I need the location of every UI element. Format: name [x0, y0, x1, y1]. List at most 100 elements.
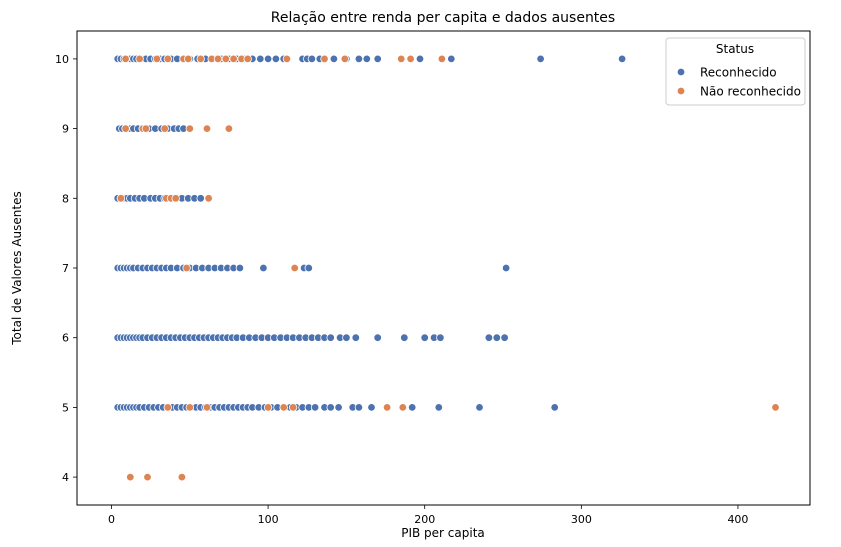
data-point-series-0-98: [235, 263, 245, 273]
data-point-series-1-12: [243, 54, 252, 64]
data-point-series-0-208: [475, 403, 484, 412]
data-point-series-0-36: [362, 54, 371, 64]
data-point-series-1-22: [160, 124, 169, 133]
data-point-series-1-14: [320, 54, 329, 64]
data-point-series-0-209: [550, 403, 559, 412]
data-point-series-1-0: [121, 54, 130, 64]
data-point-series-0-146: [326, 333, 335, 342]
legend: Status Reconhecido Não reconhecido: [665, 37, 806, 106]
data-point-series-1-21: [141, 124, 151, 133]
data-point-series-1-40: [398, 403, 407, 412]
y-tick-label-1: 5: [62, 401, 69, 414]
data-point-series-0-73: [196, 194, 205, 203]
data-point-series-0-39: [447, 54, 456, 64]
data-point-series-1-24: [202, 124, 212, 133]
data-point-series-0-33: [329, 54, 339, 64]
data-point-series-0-154: [436, 333, 445, 342]
x-tick-label-3: 300: [571, 513, 592, 526]
data-point-series-0-150: [373, 333, 382, 342]
y-axis-label: Total de Valores Ausentes: [10, 191, 24, 345]
data-point-series-0-152: [420, 333, 429, 342]
data-point-series-1-32: [290, 263, 299, 273]
data-point-series-1-42: [126, 472, 135, 482]
x-tick-label-2: 200: [414, 513, 435, 526]
data-point-series-1-15: [340, 54, 349, 64]
x-tick-label-4: 400: [727, 513, 748, 526]
data-point-series-0-27: [271, 54, 281, 64]
x-axis-label: PIB per capita: [401, 526, 485, 540]
data-point-series-1-30: [204, 194, 213, 203]
data-point-series-1-5: [183, 54, 193, 64]
data-point-series-1-23: [185, 124, 194, 133]
legend-marker-nao-reconhecido: [676, 86, 686, 96]
legend-label-nao-reconhecido: Não reconhecido: [700, 85, 801, 99]
legend-box: [665, 37, 806, 106]
data-point-series-1-2: [152, 54, 162, 64]
data-point-series-1-29: [171, 194, 180, 203]
data-point-series-0-157: [500, 333, 509, 342]
data-point-series-1-43: [143, 472, 152, 482]
data-point-series-1-34: [185, 403, 194, 412]
y-tick-label-3: 7: [62, 262, 69, 275]
legend-label-reconhecido: Reconhecido: [700, 66, 777, 80]
data-point-series-0-38: [415, 54, 425, 64]
x-tick-label-1: 100: [258, 513, 279, 526]
data-point-series-0-25: [256, 54, 265, 64]
data-point-series-0-31: [307, 54, 317, 64]
data-point-series-0-37: [373, 54, 382, 64]
y-tick-label-5: 9: [62, 123, 69, 136]
y-tick-label-4: 8: [62, 192, 69, 205]
data-point-series-0-99: [259, 263, 268, 273]
chart-title: Relação entre renda per capita e dados a…: [271, 10, 615, 26]
data-point-series-1-10: [229, 54, 238, 64]
y-tick-label-6: 10: [55, 53, 69, 66]
data-point-series-0-149: [351, 333, 360, 342]
data-point-series-0-205: [367, 403, 376, 412]
data-point-series-0-202: [334, 403, 343, 412]
x-tick-label-0: 0: [108, 513, 115, 526]
y-axis: 4 5 6 7 8 9 10: [55, 53, 77, 484]
data-point-series-1-6: [196, 54, 205, 64]
data-point-series-0-156: [492, 333, 501, 342]
data-point-series-1-8: [213, 54, 223, 64]
data-point-series-0-206: [408, 403, 417, 412]
data-point-series-1-19: [121, 124, 130, 133]
data-point-series-1-37: [279, 403, 288, 412]
data-point-series-1-41: [771, 403, 780, 412]
data-point-series-1-1: [135, 54, 144, 64]
data-point-series-1-38: [288, 403, 298, 412]
data-point-series-0-102: [501, 263, 511, 273]
data-point-series-1-39: [382, 403, 392, 412]
data-point-series-0-204: [354, 403, 364, 412]
data-point-series-0-26: [263, 54, 273, 64]
data-point-series-1-17: [406, 54, 415, 64]
data-point-series-1-33: [163, 403, 172, 412]
data-point-series-0-201: [326, 403, 335, 412]
y-tick-label-0: 4: [62, 471, 69, 484]
data-point-series-0-155: [484, 333, 494, 342]
data-point-series-1-3: [163, 54, 172, 64]
data-point-series-1-16: [397, 54, 406, 64]
data-point-series-1-35: [202, 403, 212, 412]
y-tick-label-2: 6: [62, 332, 69, 345]
points-layer: [113, 54, 780, 482]
data-point-series-1-36: [263, 403, 273, 412]
data-point-series-0-41: [617, 54, 627, 64]
data-point-series-0-148: [342, 333, 351, 342]
data-point-series-1-31: [182, 263, 191, 273]
data-point-series-0-199: [310, 403, 320, 412]
legend-marker-reconhecido: [676, 67, 686, 77]
data-point-series-1-18: [437, 54, 447, 64]
x-axis: 0 100 200 300 400: [108, 505, 748, 526]
data-point-series-1-25: [224, 124, 234, 133]
data-point-series-1-44: [177, 472, 187, 482]
legend-title: Status: [716, 42, 754, 56]
data-point-series-0-101: [304, 263, 313, 273]
data-point-series-0-207: [434, 403, 443, 412]
data-point-series-0-35: [354, 54, 364, 64]
data-point-series-1-13: [282, 54, 292, 64]
data-point-series-1-26: [116, 194, 126, 203]
data-point-series-0-40: [536, 54, 545, 64]
data-point-series-1-9: [221, 54, 230, 64]
